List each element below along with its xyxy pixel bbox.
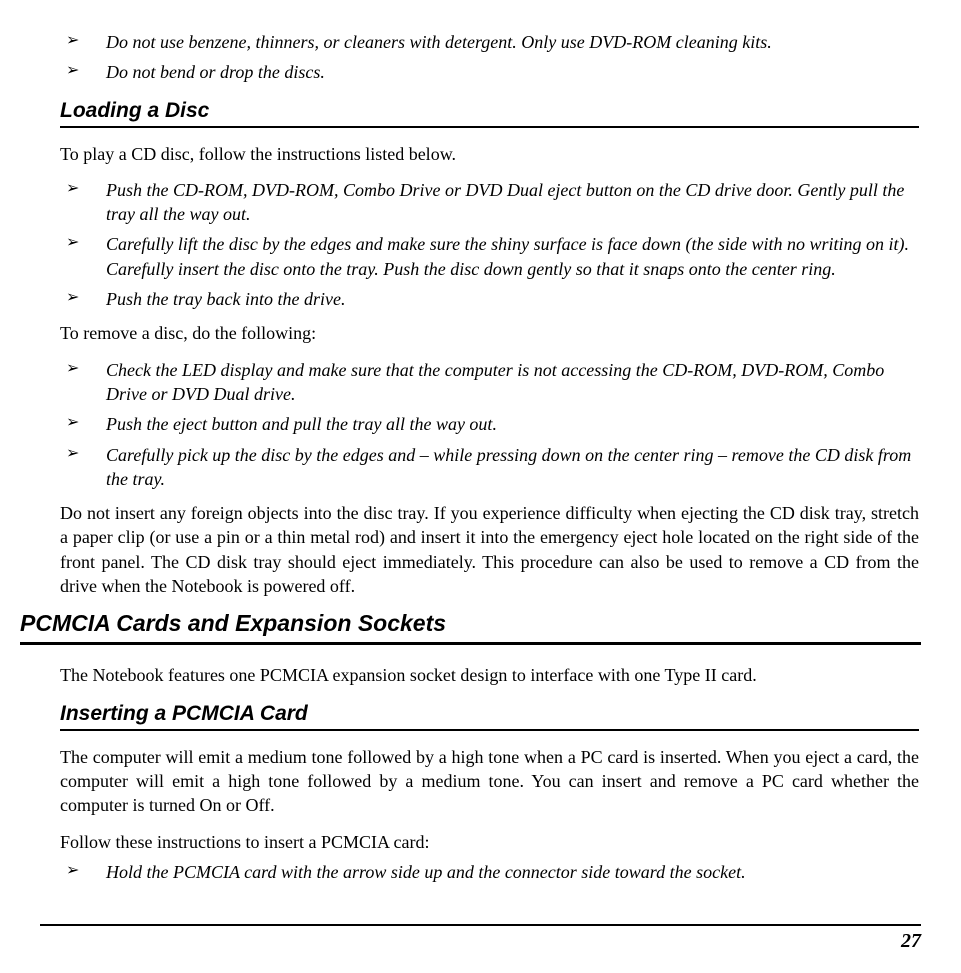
bullet-arrow-icon: ➢ bbox=[60, 287, 106, 309]
list-item: ➢Carefully pick up the disc by the edges… bbox=[60, 443, 919, 492]
bullet-arrow-icon: ➢ bbox=[60, 232, 106, 254]
paragraph-tone: The computer will emit a medium tone fol… bbox=[60, 745, 919, 818]
list-item: ➢Check the LED display and make sure tha… bbox=[60, 358, 919, 407]
heading-loading-disc: Loading a Disc bbox=[60, 99, 919, 128]
play-steps-list: ➢Push the CD-ROM, DVD-ROM, Combo Drive o… bbox=[60, 178, 919, 311]
list-item: ➢Hold the PCMCIA card with the arrow sid… bbox=[60, 860, 919, 884]
list-item-text: Push the eject button and pull the tray … bbox=[106, 412, 919, 436]
paragraph-follow: Follow these instructions to insert a PC… bbox=[60, 830, 919, 854]
paragraph-foreign-objects: Do not insert any foreign objects into t… bbox=[60, 501, 919, 598]
list-item-text: Carefully pick up the disc by the edges … bbox=[106, 443, 919, 492]
bullet-arrow-icon: ➢ bbox=[60, 60, 106, 82]
paragraph-remove-intro: To remove a disc, do the following: bbox=[60, 321, 919, 345]
precautions-list: ➢Do not use benzene, thinners, or cleane… bbox=[60, 30, 919, 85]
bullet-arrow-icon: ➢ bbox=[60, 358, 106, 380]
page-footer: 27 bbox=[40, 924, 921, 953]
list-item-text: Push the CD-ROM, DVD-ROM, Combo Drive or… bbox=[106, 178, 919, 227]
list-item: ➢Push the eject button and pull the tray… bbox=[60, 412, 919, 436]
paragraph-play-intro: To play a CD disc, follow the instructio… bbox=[60, 142, 919, 166]
bullet-arrow-icon: ➢ bbox=[60, 443, 106, 465]
page-number: 27 bbox=[901, 930, 921, 952]
list-item-text: Push the tray back into the drive. bbox=[106, 287, 919, 311]
list-item: ➢Push the CD-ROM, DVD-ROM, Combo Drive o… bbox=[60, 178, 919, 227]
list-item: ➢Do not bend or drop the discs. bbox=[60, 60, 919, 84]
remove-steps-list: ➢Check the LED display and make sure tha… bbox=[60, 358, 919, 491]
list-item: ➢Do not use benzene, thinners, or cleane… bbox=[60, 30, 919, 54]
list-item-text: Do not use benzene, thinners, or cleaner… bbox=[106, 30, 919, 54]
heading-inserting-pcmcia: Inserting a PCMCIA Card bbox=[60, 702, 919, 731]
list-item-text: Carefully lift the disc by the edges and… bbox=[106, 232, 919, 281]
list-item: ➢Carefully lift the disc by the edges an… bbox=[60, 232, 919, 281]
paragraph-pcmcia-intro: The Notebook features one PCMCIA expansi… bbox=[60, 663, 919, 687]
insert-steps-list: ➢Hold the PCMCIA card with the arrow sid… bbox=[60, 860, 919, 884]
list-item-text: Check the LED display and make sure that… bbox=[106, 358, 919, 407]
list-item-text: Hold the PCMCIA card with the arrow side… bbox=[106, 860, 919, 884]
heading-pcmcia-cards: PCMCIA Cards and Expansion Sockets bbox=[20, 610, 921, 645]
bullet-arrow-icon: ➢ bbox=[60, 178, 106, 200]
bullet-arrow-icon: ➢ bbox=[60, 860, 106, 882]
bullet-arrow-icon: ➢ bbox=[60, 412, 106, 434]
bullet-arrow-icon: ➢ bbox=[60, 30, 106, 52]
list-item-text: Do not bend or drop the discs. bbox=[106, 60, 919, 84]
list-item: ➢Push the tray back into the drive. bbox=[60, 287, 919, 311]
